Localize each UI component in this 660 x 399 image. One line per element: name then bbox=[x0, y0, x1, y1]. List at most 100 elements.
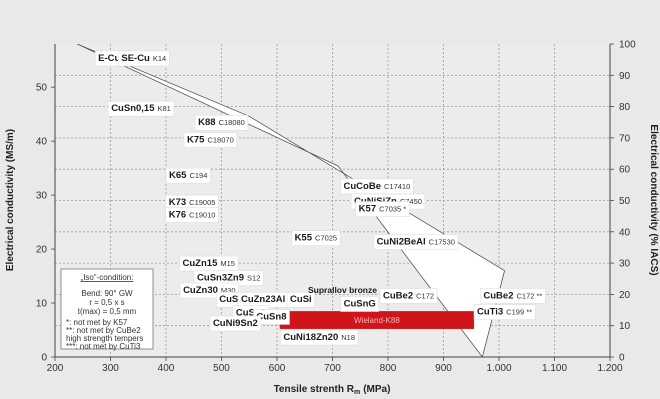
y-right-tick-label: 20 bbox=[619, 290, 631, 301]
material-text: SE-Cu K14 bbox=[121, 53, 166, 64]
material-name: CuSn6 bbox=[236, 308, 266, 319]
material-text: K55 C7025 bbox=[295, 233, 338, 244]
material-text: CuSn3Zn9 S12 bbox=[197, 273, 260, 284]
material-label: Suprallov bronze bbox=[308, 285, 377, 295]
material-label-box bbox=[209, 315, 262, 332]
material-name: CuCoBe bbox=[344, 181, 381, 192]
material-code: C17530 bbox=[429, 237, 455, 246]
legend-note: high strength tempers bbox=[66, 334, 143, 343]
material-label: CuSn3Zn9 S12 bbox=[193, 270, 264, 286]
material-label: CuZn23Al bbox=[237, 291, 289, 308]
material-label: CuSi bbox=[286, 291, 315, 308]
y-left-tick-label: 50 bbox=[36, 83, 48, 94]
highlight-layer: Wieland-K88 bbox=[279, 311, 475, 329]
material-name: Suprallov bronze bbox=[308, 285, 377, 295]
material-label-box bbox=[165, 207, 219, 223]
legend-condition-line: t(max) = 0,5 mm bbox=[78, 307, 137, 316]
x-tick-label: 200 bbox=[47, 363, 64, 374]
material-text: CuSi bbox=[290, 294, 312, 305]
material-code: C18070 bbox=[207, 135, 233, 144]
legend-title: „Iso“-condition: bbox=[81, 273, 134, 282]
legend-note: **: not met by CuBe2 bbox=[66, 326, 141, 335]
y-left-tick-label: 0 bbox=[41, 353, 47, 364]
material-label: CuNi2BeAl C17530 bbox=[373, 234, 459, 250]
x-axis-title-unit: (MPa) bbox=[363, 384, 390, 395]
x-tick-label: 800 bbox=[380, 363, 397, 374]
material-label: K57 C7035 * bbox=[355, 201, 410, 217]
material-text: CuZn15 M15 bbox=[183, 258, 235, 269]
material-label-box bbox=[194, 114, 249, 131]
material-code: C7025 bbox=[315, 234, 337, 243]
material-label-box bbox=[379, 288, 438, 304]
material-label-box bbox=[373, 234, 459, 250]
material-name: CuTi3 bbox=[477, 307, 503, 318]
material-name: CuNi2BeAl bbox=[377, 236, 426, 247]
material-label-box bbox=[473, 304, 536, 320]
x-tick-label: 900 bbox=[435, 363, 452, 374]
y-left-tick-label: 40 bbox=[36, 137, 48, 148]
material-label: SE-Cu K14 bbox=[118, 50, 170, 67]
material-name: K73 bbox=[169, 197, 186, 208]
material-name: CuSn8 bbox=[256, 311, 286, 322]
material-text: CuZn23Al bbox=[241, 294, 285, 305]
material-code: C172 bbox=[416, 291, 434, 300]
material-name: CuSn3Zn9 bbox=[197, 273, 244, 284]
x-axis-title-sub: m bbox=[354, 389, 360, 396]
material-code: C18080 bbox=[219, 118, 245, 127]
material-text: CuNi18Zn20 N18 bbox=[283, 332, 355, 343]
material-text: CuNi2BeAl C17530 bbox=[377, 236, 455, 247]
legend-note: *: not met by K57 bbox=[66, 318, 128, 327]
axis-layer: 200 300 400 500 600 700 800 900 1.000 1.100 1.2000… bbox=[36, 40, 636, 375]
material-label: CuBe2 C172 bbox=[379, 288, 438, 304]
y-left-tick-label: 20 bbox=[36, 245, 48, 256]
highlight-bar bbox=[279, 311, 475, 329]
material-label: K75 C18070 bbox=[183, 132, 238, 148]
material-label-box bbox=[183, 132, 238, 148]
material-label: CuSnG bbox=[340, 296, 380, 312]
material-label: CuNi9Sn2 bbox=[209, 315, 262, 332]
material-code: S12 bbox=[247, 274, 260, 283]
legend-note: ***: not met by CuTi3 bbox=[66, 342, 141, 351]
legend-condition-line: Bend: 90° GW bbox=[81, 289, 133, 298]
x-tick-label: 300 bbox=[102, 363, 119, 374]
material-label-box bbox=[286, 291, 315, 308]
x-axis-title-main: Tensile strenth R bbox=[274, 384, 355, 395]
material-text: K76 C19010 bbox=[169, 209, 216, 220]
y-right-tick-label: 70 bbox=[619, 133, 631, 144]
material-code: K81 bbox=[157, 104, 170, 113]
material-name: CuZn23Al bbox=[241, 294, 285, 305]
material-code: C19010 bbox=[189, 210, 215, 219]
material-name: SE-Cu bbox=[121, 53, 150, 64]
legend-condition-line: r = 0,5 x s bbox=[89, 298, 124, 307]
material-name: CuSn0,15 bbox=[111, 103, 155, 114]
material-text: CuBe2 C172 bbox=[383, 290, 434, 301]
y-right-tick-label: 10 bbox=[619, 321, 631, 332]
material-label: CuSn0,15 K81 bbox=[107, 100, 175, 117]
x-tick-label: 500 bbox=[213, 363, 230, 374]
x-tick-label: 700 bbox=[324, 363, 341, 374]
material-code: C172 ** bbox=[516, 291, 542, 300]
material-label-box bbox=[107, 100, 175, 117]
material-text: CuSn8 bbox=[256, 311, 286, 322]
material-text: K57 C7035 * bbox=[359, 204, 407, 215]
material-code: C19005 bbox=[189, 198, 215, 207]
material-label: CuZn15 M15 bbox=[179, 255, 239, 272]
y-right-tick-label: 50 bbox=[619, 196, 631, 207]
material-name: CuSnG bbox=[344, 299, 376, 310]
highlight-label: Wieland-K88 bbox=[354, 316, 400, 325]
y-right-tick-label: 90 bbox=[619, 71, 631, 82]
y-right-tick-label: 60 bbox=[619, 165, 631, 176]
material-name: CuNi9Sn2 bbox=[213, 318, 258, 329]
material-label: CuNi18Zn20 N18 bbox=[280, 329, 359, 346]
material-name: CuBe2 bbox=[383, 290, 413, 301]
material-code: C17410 bbox=[384, 182, 410, 191]
y-left-tick-label: 30 bbox=[36, 191, 48, 202]
y-right-tick-label: 100 bbox=[619, 40, 636, 51]
x-tick-label: 600 bbox=[269, 363, 286, 374]
material-text: CuCoBe C17410 bbox=[344, 181, 411, 192]
y-right-tick-label: 40 bbox=[619, 227, 631, 238]
material-code: C7450 bbox=[400, 197, 422, 206]
material-name: CuSn4 bbox=[219, 294, 250, 305]
material-text: CuBe2 C172 ** bbox=[483, 290, 542, 301]
